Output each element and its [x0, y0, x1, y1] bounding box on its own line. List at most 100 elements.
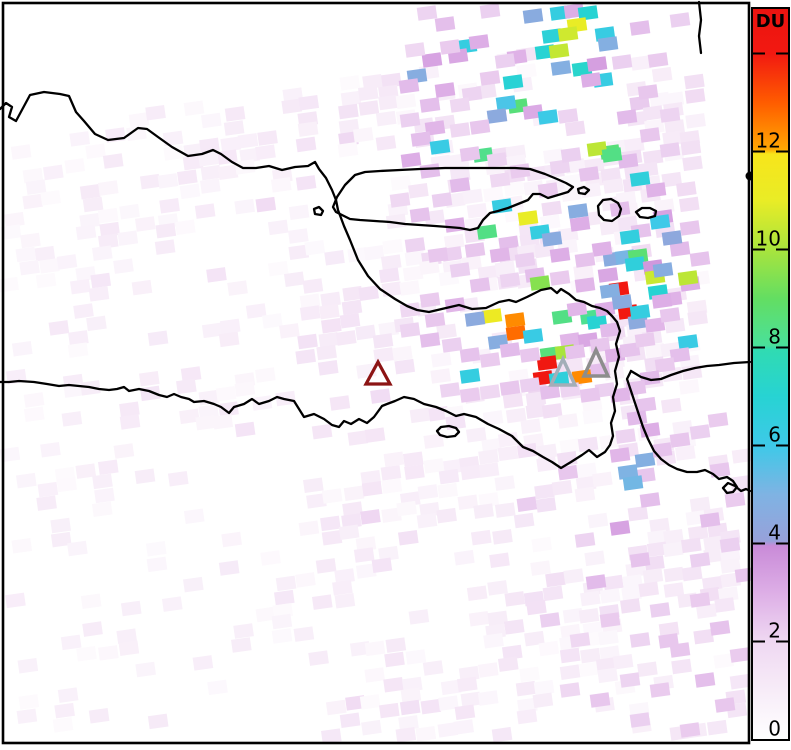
swath-cell	[599, 588, 621, 604]
islet	[435, 424, 461, 439]
swath-cell	[599, 220, 621, 236]
grid-cell	[669, 347, 691, 363]
swath-cell	[64, 158, 86, 174]
swath-cell	[217, 164, 239, 180]
grid-cell	[699, 512, 721, 528]
grid-cell	[571, 61, 593, 77]
grid-cell	[645, 182, 667, 198]
swath-cell	[262, 313, 283, 329]
swath-cell	[317, 360, 339, 376]
swath-cell	[297, 121, 319, 137]
swath-cell	[321, 529, 343, 546]
swath-cell	[502, 392, 524, 409]
swath-cell	[308, 650, 329, 666]
grid-cell	[459, 146, 481, 162]
swath-cell	[559, 438, 581, 454]
swath-cell	[534, 483, 555, 500]
volcano-marker-gray-right	[581, 345, 611, 378]
swath-cell	[658, 621, 680, 638]
grid-cell	[464, 242, 486, 258]
swath-cell	[559, 664, 581, 680]
swath-cell	[706, 719, 728, 736]
swath-cell	[295, 175, 317, 191]
swath-cell	[198, 151, 219, 167]
swath-cell	[52, 717, 74, 733]
grid-cell	[529, 275, 551, 291]
swath-cell	[519, 666, 540, 683]
swath-cell	[304, 239, 326, 256]
swath-cell	[372, 333, 394, 349]
swath-cell	[98, 645, 119, 661]
grid-cell	[649, 602, 671, 618]
swath-cell	[538, 640, 560, 657]
swath-cell	[91, 501, 113, 517]
swath-cell	[17, 658, 39, 674]
grid-cell	[679, 220, 701, 236]
grid-cell	[431, 192, 453, 208]
swath-cell	[405, 649, 427, 665]
swath-cell	[176, 169, 198, 185]
grid-cell	[434, 16, 456, 32]
swath-cell	[687, 525, 709, 541]
grid-cell	[574, 532, 596, 548]
grid-cell	[495, 95, 517, 111]
swath-cell	[10, 144, 32, 160]
swath-cell	[477, 690, 499, 706]
grid-cell	[707, 412, 729, 428]
swath-cell	[67, 540, 88, 557]
swath-cell	[217, 149, 238, 165]
swath-cell	[600, 167, 622, 183]
swath-cell	[396, 500, 417, 517]
grid-cell	[589, 692, 611, 708]
grid-cell	[559, 332, 581, 348]
swath-cell	[39, 258, 60, 274]
swath-cell	[92, 473, 113, 490]
grid-cell	[609, 520, 631, 536]
swath-cell	[437, 482, 459, 499]
swath-cell	[234, 421, 256, 438]
swath-cell	[415, 725, 437, 742]
swath-cell	[295, 572, 316, 588]
swath-cell	[487, 610, 509, 627]
grid-cell	[399, 302, 421, 318]
island-sapudi	[596, 197, 623, 223]
swath-cell	[194, 203, 216, 219]
swath-cell	[338, 524, 360, 540]
swath-cell	[598, 629, 619, 646]
grid-cell	[400, 152, 422, 168]
swath-cell	[233, 623, 254, 639]
swath-cell	[543, 148, 564, 164]
colorbar-tick-label: 2	[768, 619, 781, 643]
swath-cell	[147, 330, 169, 347]
swath-cell	[420, 698, 442, 715]
swath-cell	[359, 694, 381, 710]
swath-cell	[578, 661, 600, 678]
grid-cell	[399, 112, 421, 128]
grid-cell	[659, 142, 681, 158]
swath-cell	[325, 699, 347, 716]
swath-cell	[443, 233, 465, 250]
swath-cell	[535, 497, 557, 513]
colorbar-tick-label: 4	[768, 521, 781, 545]
swath-cell	[533, 679, 555, 696]
swath-cell	[438, 468, 460, 485]
grid-cell	[502, 74, 524, 90]
swath-cell	[329, 395, 351, 411]
swath-cell	[392, 345, 413, 362]
swath-cell	[163, 145, 184, 161]
swath-cell	[385, 637, 407, 653]
swath-cell	[257, 130, 278, 146]
swath-cell	[332, 579, 353, 596]
swath-cell	[564, 120, 586, 137]
grid-cell	[459, 368, 481, 384]
swath-cell	[159, 197, 180, 214]
swath-cell	[563, 568, 584, 584]
swath-cell	[320, 515, 341, 532]
swath-cell	[423, 433, 445, 449]
grid-cell	[548, 43, 570, 59]
swath-cell	[86, 315, 107, 332]
swath-cell	[419, 259, 440, 275]
swath-cell	[318, 331, 340, 348]
swath-cell	[335, 330, 357, 346]
